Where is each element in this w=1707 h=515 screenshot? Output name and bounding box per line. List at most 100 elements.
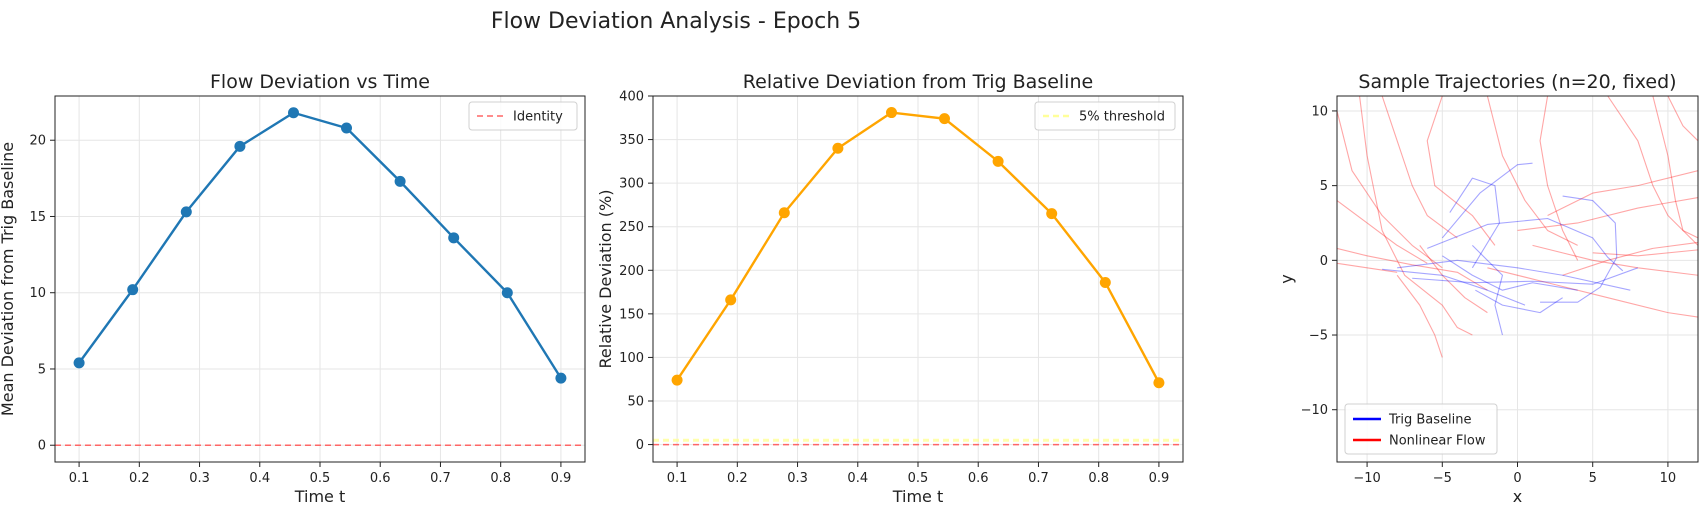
y-tick-label: 0 xyxy=(636,438,644,453)
data-point xyxy=(394,175,406,187)
trajectory-trig xyxy=(1471,244,1504,336)
panel-sample-trajectories: −10 −5 0 5 10 −10 −5 0 5 10 Sample Trajectories (n… xyxy=(1277,71,1699,506)
grid xyxy=(55,96,585,462)
x-tick-label: 0.3 xyxy=(189,471,210,486)
x-tick-label: 0.6 xyxy=(370,471,391,486)
y-tick-label: 100 xyxy=(619,351,644,366)
legend-box xyxy=(1344,403,1498,455)
data-point xyxy=(778,207,790,219)
trajectory-trig xyxy=(1397,259,1631,291)
legend-box xyxy=(1034,101,1176,131)
legend-label: Nonlinear Flow xyxy=(1389,434,1486,449)
x-axis-label: x xyxy=(1513,487,1522,506)
trajectory-trig xyxy=(1475,289,1563,314)
legend-label: Trig Baseline xyxy=(1388,413,1472,428)
legend-label: Identity xyxy=(513,110,563,125)
trajectory-nonlinear xyxy=(1359,96,1473,336)
y-axis-label: Relative Deviation (%) xyxy=(596,190,615,369)
x-axis-label: Time t xyxy=(892,487,944,506)
data-point xyxy=(73,357,85,369)
data-point xyxy=(341,122,352,134)
trajectory-nonlinear xyxy=(1592,249,1698,257)
x-tick-label: 0.4 xyxy=(847,471,868,486)
legend: 5% threshold xyxy=(1034,101,1176,131)
data-point xyxy=(1099,276,1111,288)
x-tick-label: 0.4 xyxy=(249,471,270,486)
y-tick-label: 150 xyxy=(619,307,644,322)
trajectory-nonlinear xyxy=(1426,96,1496,246)
x-tick-label: 0.9 xyxy=(1149,471,1170,486)
y-tick-label: 10 xyxy=(1311,104,1328,119)
data-point xyxy=(671,374,683,386)
data-point xyxy=(288,107,299,119)
y-tick-label: 20 xyxy=(29,134,46,149)
trajectory-nonlinear xyxy=(1532,244,1698,276)
legend: Trig Baseline Nonlinear Flow xyxy=(1344,403,1498,455)
trajectory-trig xyxy=(1441,162,1533,239)
y-tick-label: 10 xyxy=(29,286,46,301)
trajectory-nonlinear xyxy=(1337,262,1398,273)
legend-box xyxy=(468,101,578,131)
x-tick-label: 0.5 xyxy=(310,471,331,486)
trajectory-nonlinear xyxy=(1562,241,1698,276)
trajectory-nonlinear xyxy=(1539,96,1579,261)
x-axis-label: Time t xyxy=(294,487,346,506)
panel-relative-deviation: 0.1 0.2 0.3 0.4 0.5 0.6 0.7 0.8 0.9 0 50 100 150 200 2… xyxy=(596,71,1184,506)
axes-frame xyxy=(54,95,586,463)
y-axis-label: y xyxy=(1277,274,1296,283)
trajectory-nonlinear xyxy=(1419,245,1488,314)
series-line xyxy=(78,111,562,379)
y-tick-label: 200 xyxy=(619,264,644,279)
trajectory-nonlinear xyxy=(1337,200,1428,264)
trajectory-trig xyxy=(1427,217,1624,272)
data-point xyxy=(832,142,844,154)
x-tick-label: −5 xyxy=(1433,471,1452,486)
legend: Identity xyxy=(468,101,578,131)
plot-area xyxy=(1337,96,1698,358)
data-point xyxy=(939,113,950,125)
y-tick-label: 5 xyxy=(38,362,46,377)
axes-frame xyxy=(1336,95,1699,463)
y-tick-label: 350 xyxy=(619,133,644,148)
y-tick-label: 15 xyxy=(29,210,46,225)
data-point xyxy=(886,107,897,119)
x-tick-label: 10 xyxy=(1660,471,1677,486)
y-tick-label: 300 xyxy=(619,177,644,192)
panel-title: Flow Deviation vs Time xyxy=(210,71,430,93)
data-point xyxy=(992,155,1004,167)
x-tick-label: 0 xyxy=(1513,471,1521,486)
data-point xyxy=(1153,377,1165,389)
x-tick-label: 0.5 xyxy=(908,471,929,486)
x-tick-label: 0.8 xyxy=(490,471,511,486)
x-tick-label: 0.1 xyxy=(69,471,90,486)
panel-flow-deviation: 0.1 0.2 0.3 0.4 0.5 0.6 0.7 0.8 0.9 0 5 10 15 20 Flow … xyxy=(0,71,586,506)
trajectory-nonlinear xyxy=(1517,197,1698,231)
data-point xyxy=(1046,208,1058,220)
trajectory-nonlinear xyxy=(1337,247,1488,291)
trajectory-nonlinear xyxy=(1667,96,1698,142)
legend-label: 5% threshold xyxy=(1079,110,1165,125)
data-point xyxy=(501,287,513,299)
data-point xyxy=(555,372,567,384)
y-axis-label: Mean Deviation from Trig Baseline xyxy=(0,142,17,416)
series-line xyxy=(676,111,1160,384)
x-tick-label: 0.8 xyxy=(1088,471,1109,486)
x-tick-label: 0.3 xyxy=(787,471,808,486)
x-tick-label: 0.7 xyxy=(430,471,451,486)
trajectory-nonlinear xyxy=(1652,96,1698,239)
axes-frame xyxy=(652,95,1184,463)
trajectory-nonlinear xyxy=(1547,170,1698,217)
y-tick-label: 0 xyxy=(38,439,46,454)
data-point xyxy=(127,284,139,296)
data-point xyxy=(448,232,460,244)
plot-area xyxy=(653,107,1183,446)
x-tick-label: 0.2 xyxy=(129,471,150,486)
x-tick-label: 0.2 xyxy=(727,471,748,486)
y-tick-label: −10 xyxy=(1301,403,1328,418)
trajectory-nonlinear xyxy=(1396,274,1443,358)
x-tick-label: 0.6 xyxy=(968,471,989,486)
trajectory-trig xyxy=(1441,255,1578,291)
trajectory-trig xyxy=(1540,195,1618,303)
trajectory-nonlinear xyxy=(1486,96,1578,246)
